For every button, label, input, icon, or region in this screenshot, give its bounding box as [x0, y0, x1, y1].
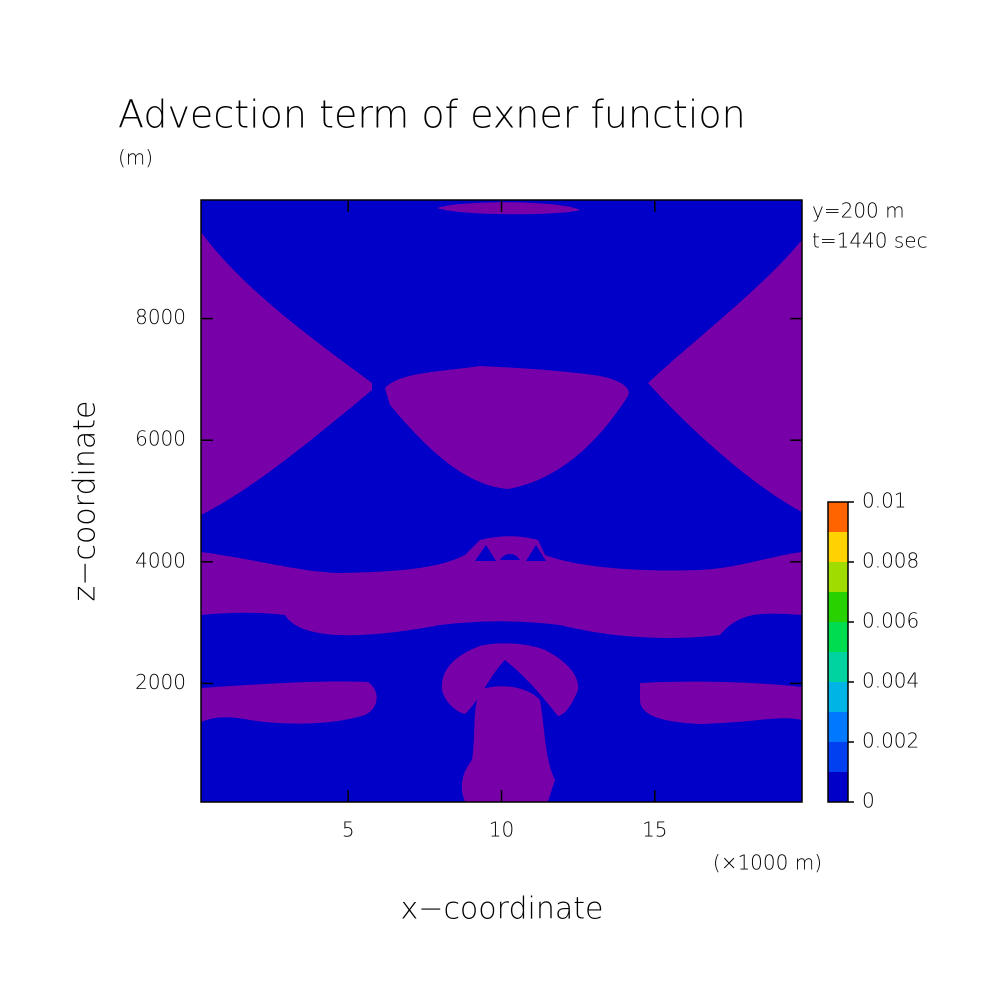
colorbar-tick-label: 0 [862, 789, 875, 813]
colorbar-segment [828, 562, 848, 592]
region [201, 681, 377, 724]
x-tick-label: 5 [342, 818, 355, 842]
colorbar-segment [828, 742, 848, 772]
region [437, 202, 580, 215]
y-unit: (m) [118, 146, 153, 170]
region [640, 681, 802, 724]
colorbar-segment [828, 502, 848, 532]
contour-field [200, 199, 803, 803]
chart-title: Advection term of exner function [118, 93, 746, 137]
x-tick-label: 10 [489, 818, 514, 842]
region [201, 536, 802, 638]
colorbar-segment [828, 532, 848, 562]
colorbar-segment [828, 622, 848, 652]
y-tick-label: 6000 [135, 427, 186, 451]
y-axis-label: z−coordinate [68, 401, 103, 602]
colorbar-tick-label: 0.004 [862, 669, 919, 693]
annotation: y=200 m [812, 199, 905, 223]
x-axis-label: x−coordinate [401, 892, 604, 927]
region [201, 232, 372, 515]
colorbar-tick-label: 0.002 [862, 729, 919, 753]
colorbar-frame [827, 501, 849, 803]
y-tick-label: 8000 [135, 305, 186, 329]
colorbar-segment [828, 652, 848, 682]
colorbar-tick-label: 0.008 [862, 549, 919, 573]
negative-regions [201, 202, 802, 802]
region [385, 366, 629, 489]
colorbar-tick-label: 0.006 [862, 609, 919, 633]
field-hole [475, 545, 546, 561]
region [441, 643, 579, 716]
colorbar-tick-label: 0.01 [862, 489, 907, 513]
colorbar-segment [828, 772, 848, 802]
colorbar-segment [828, 592, 848, 622]
x-tick-label: 15 [642, 818, 667, 842]
y-tick-label: 4000 [135, 548, 186, 572]
region [648, 240, 802, 512]
colorbar-segment [828, 712, 848, 742]
region [461, 686, 555, 802]
colorbar-segment [828, 682, 848, 712]
annotation: t=1440 sec [812, 229, 928, 253]
x-unit: (×1000 m) [713, 851, 822, 875]
y-tick-label: 2000 [135, 670, 186, 694]
